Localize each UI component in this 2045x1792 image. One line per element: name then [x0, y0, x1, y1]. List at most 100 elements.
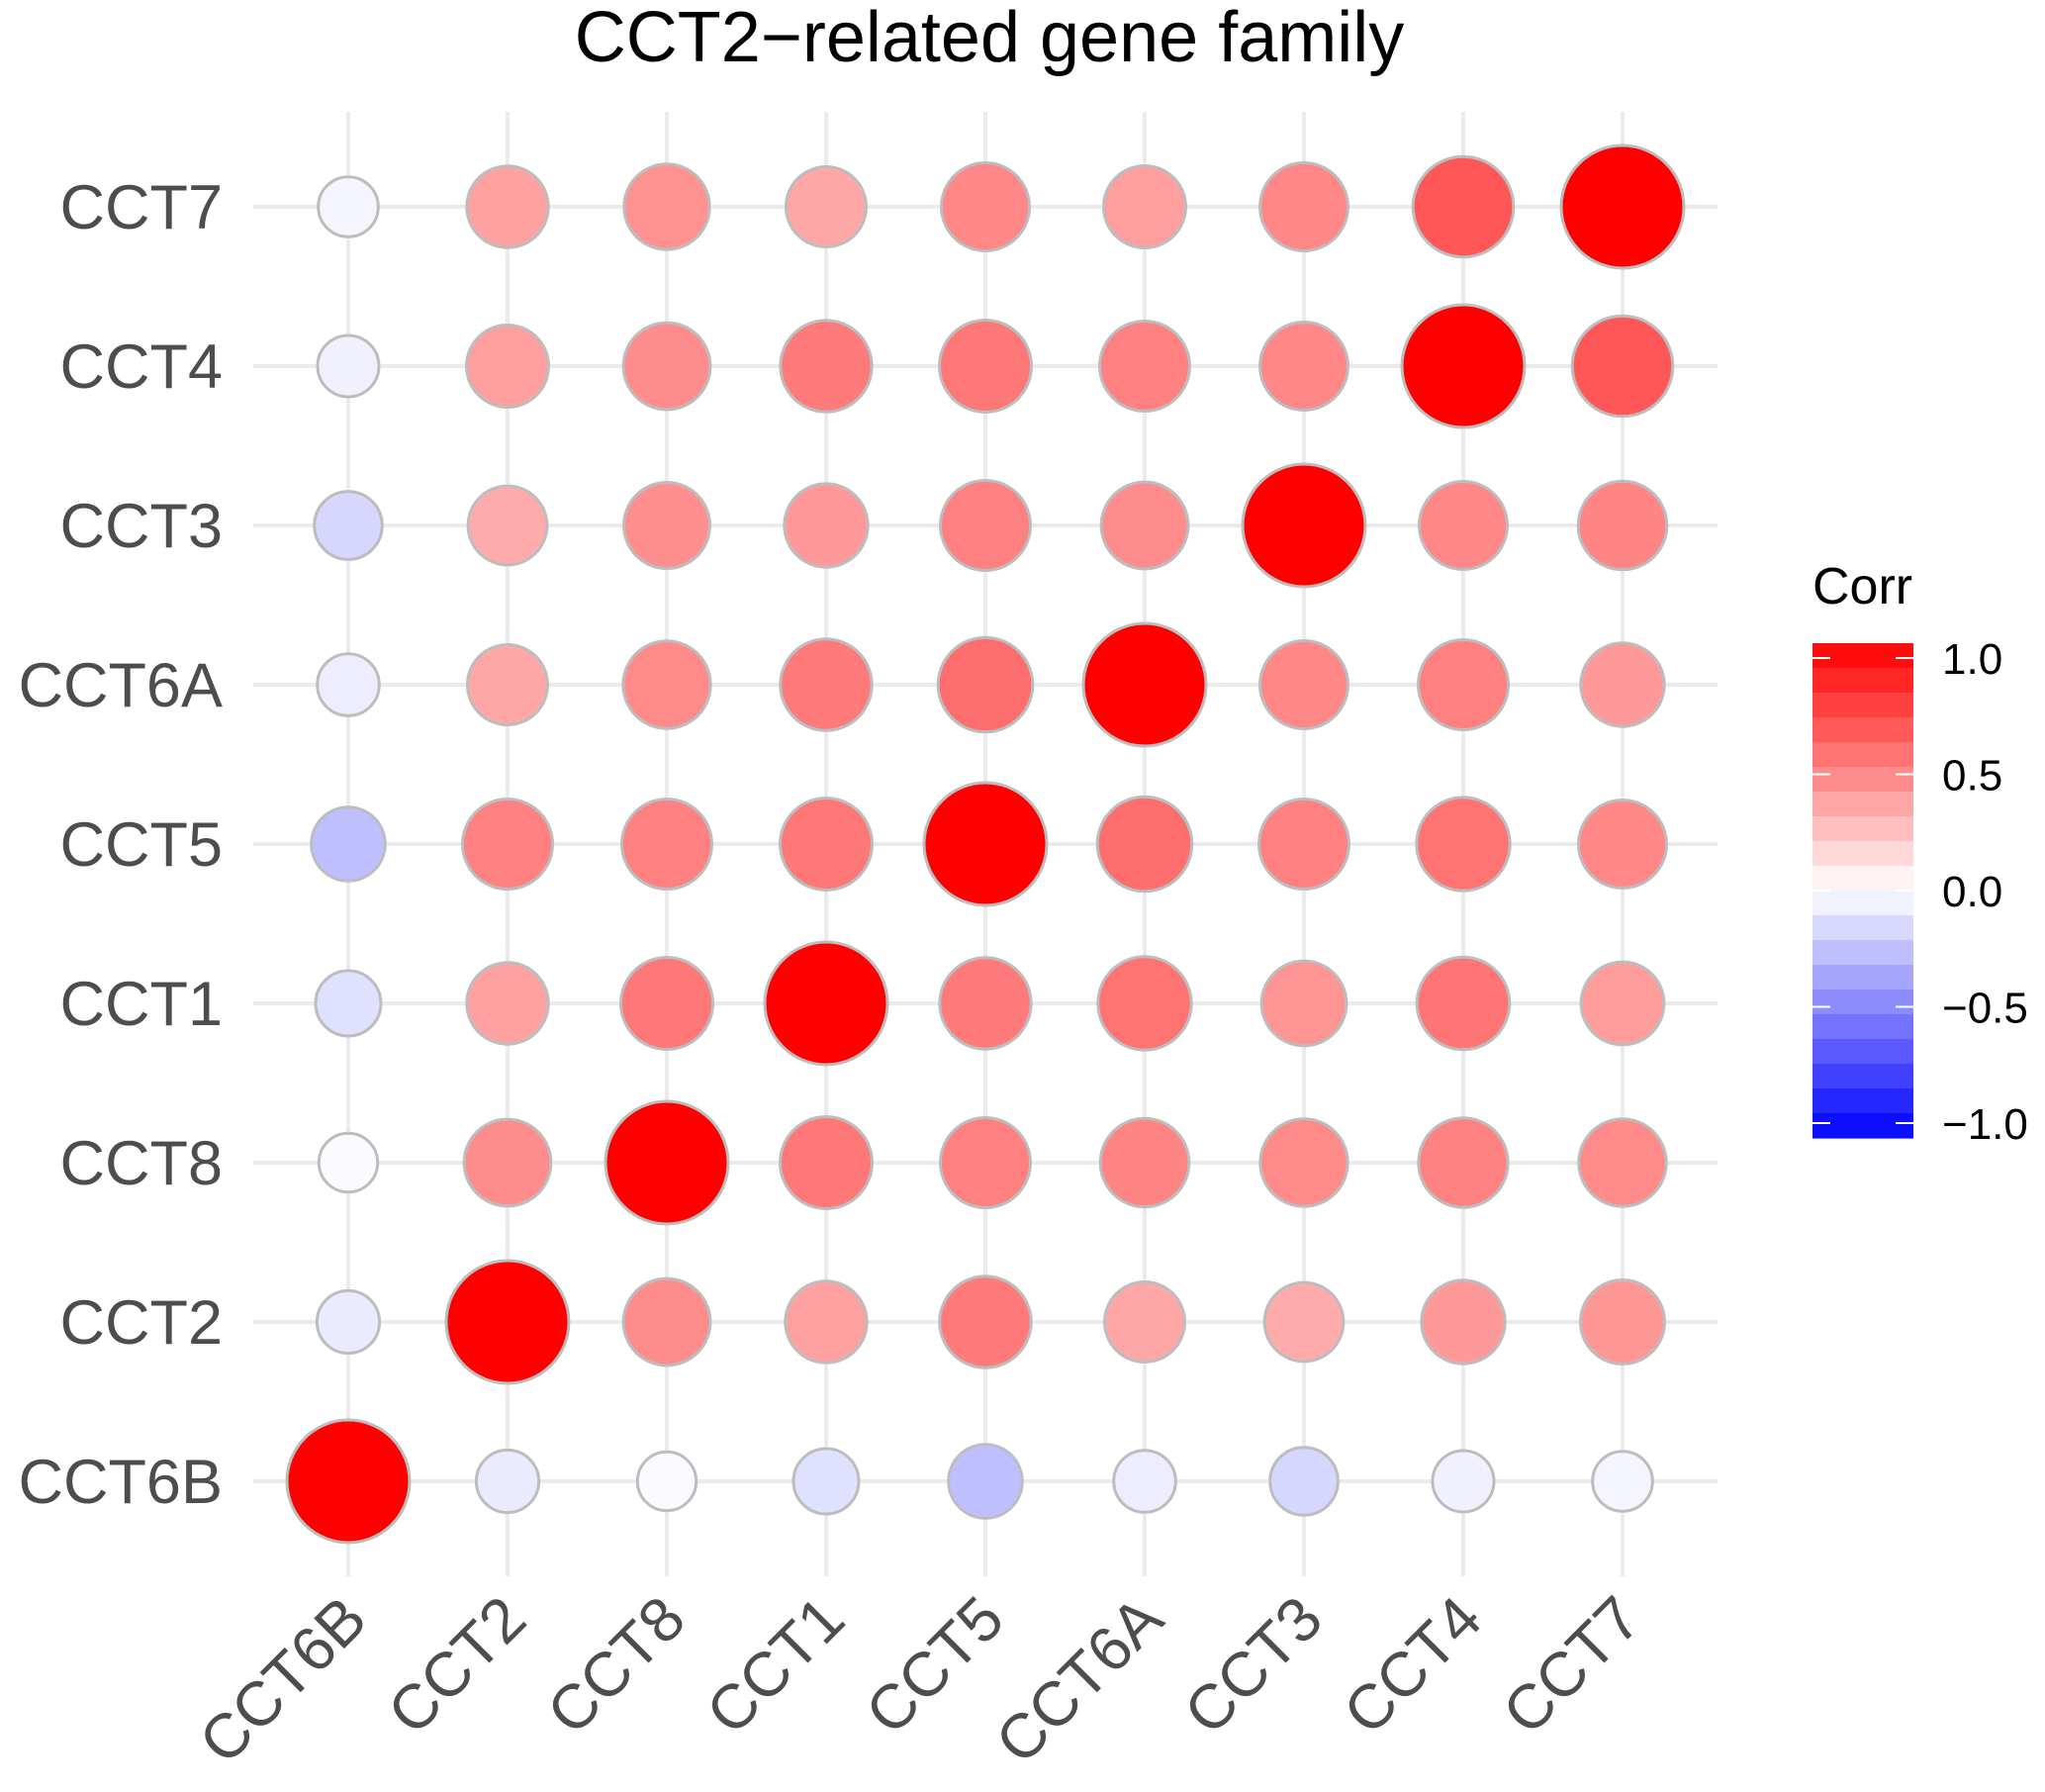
legend-color-step — [1813, 1039, 1913, 1065]
corr-circle-cct3-cct5 — [939, 479, 1032, 572]
x-tick-label: CCT3 — [1171, 1583, 1336, 1747]
corr-circle-cct8-cct8 — [604, 1099, 730, 1226]
legend-tick-labels: 1.0 0.5 0.0 −0.5 −1.0 — [1942, 635, 2028, 1149]
corr-circle-cct4-cct3 — [1258, 321, 1349, 412]
y-tick-label: CCT1 — [59, 970, 223, 1039]
x-tick-label: CCT6B — [186, 1583, 380, 1777]
corr-circle-cct6b-cct6b — [285, 1418, 412, 1545]
corr-circle-cct4-cct8 — [621, 321, 712, 412]
corr-circle-cct7-cct5 — [940, 161, 1031, 252]
corr-circle-cct3-cct6a — [1099, 480, 1190, 571]
corr-circle-cct6a-cct7 — [1579, 641, 1666, 728]
corr-circle-cct2-cct1 — [784, 1279, 869, 1365]
corr-circle-cct1-cct6a — [1096, 955, 1193, 1052]
corr-circle-cct4-cct6b — [316, 333, 381, 399]
corr-circle-cct5-cct3 — [1257, 798, 1350, 891]
corr-circle-cct4-cct6a — [1098, 320, 1191, 413]
legend-color-step — [1813, 1014, 1913, 1040]
legend-tick-label: −1.0 — [1942, 1100, 2028, 1149]
corr-circle-cct6a-cct8 — [621, 639, 712, 730]
corr-circle-cct6b-cct1 — [791, 1447, 861, 1516]
corr-circle-cct7-cct7 — [1559, 143, 1686, 270]
corr-circle-cct6a-cct3 — [1258, 639, 1349, 730]
corr-circle-cct2-cct7 — [1579, 1278, 1666, 1366]
legend-color-step — [1813, 891, 1913, 916]
corr-circle-cct2-cct6b — [315, 1288, 382, 1356]
corr-circle-cct7-cct2 — [465, 164, 550, 249]
corr-circle-cct2-cct2 — [444, 1259, 571, 1385]
corr-circle-cct8-cct6a — [1098, 1116, 1191, 1209]
corr-circle-cct1-cct6b — [314, 969, 383, 1038]
corr-circle-cct8-cct3 — [1258, 1117, 1349, 1208]
legend-color-step — [1813, 668, 1913, 694]
legend-title: Corr — [1813, 558, 1912, 615]
x-tick-label: CCT4 — [1331, 1583, 1495, 1747]
y-tick-label: CCT2 — [59, 1288, 223, 1358]
corr-circle-cct7-cct8 — [622, 162, 711, 251]
x-tick-label: CCT8 — [534, 1583, 698, 1747]
corr-circle-cct4-cct7 — [1570, 314, 1675, 419]
corr-circle-cct2-cct8 — [621, 1276, 712, 1368]
corr-circle-cct8-cct4 — [1417, 1116, 1510, 1209]
corr-circle-cct6b-cct3 — [1268, 1446, 1340, 1517]
corr-circle-cct1-cct2 — [465, 961, 550, 1046]
chart-title: CCT2−related gene family — [575, 0, 1404, 77]
corr-circle-cct3-cct1 — [783, 482, 870, 569]
legend-colorbar — [1813, 643, 1913, 1139]
correlation-circles — [285, 143, 1686, 1545]
corr-circle-cct7-cct4 — [1411, 154, 1516, 259]
corr-circle-cct5-cct4 — [1415, 796, 1512, 893]
x-tick-label: CCT7 — [1490, 1583, 1654, 1747]
legend-color-step — [1813, 965, 1913, 990]
x-tick-label: CCT2 — [375, 1583, 539, 1747]
corr-circle-cct8-cct6b — [317, 1131, 380, 1194]
corr-circle-cct7-cct1 — [785, 165, 868, 248]
corr-circle-cct5-cct8 — [620, 798, 713, 891]
y-tick-label: CCT8 — [59, 1129, 223, 1198]
legend-color-step — [1813, 1088, 1913, 1114]
corr-circle-cct1-cct1 — [763, 940, 889, 1067]
x-tick-label: CCT1 — [694, 1583, 858, 1747]
y-tick-label: CCT7 — [59, 173, 223, 242]
corr-circle-cct3-cct7 — [1576, 479, 1669, 572]
corr-circle-cct6a-cct2 — [466, 643, 549, 726]
corr-circle-cct6b-cct2 — [474, 1448, 541, 1515]
legend-color-step — [1813, 643, 1913, 669]
corr-circle-cct3-cct6b — [313, 490, 384, 561]
corr-circle-cct4-cct2 — [465, 324, 550, 409]
corr-circle-cct7-cct6b — [317, 175, 380, 238]
y-tick-label: CCT5 — [59, 810, 223, 880]
corr-circle-cct2-cct4 — [1420, 1278, 1507, 1366]
corr-circle-cct6a-cct6b — [316, 652, 381, 717]
corr-circle-cct1-cct4 — [1415, 955, 1512, 1052]
legend-color-step — [1813, 866, 1913, 892]
corr-circle-cct5-cct6a — [1095, 795, 1194, 894]
legend: Corr 1.0 0.5 0.0 −0.5 −1.0 — [1813, 558, 2028, 1149]
legend-color-step — [1813, 940, 1913, 966]
corr-circle-cct8-cct5 — [939, 1116, 1032, 1209]
corr-circle-cct2-cct5 — [938, 1274, 1033, 1369]
corr-circle-cct6a-cct6a — [1081, 621, 1208, 748]
corr-circle-cct5-cct7 — [1577, 799, 1668, 890]
legend-color-step — [1813, 717, 1913, 743]
corr-circle-cct6b-cct6a — [1112, 1449, 1177, 1514]
corr-circle-cct4-cct1 — [779, 319, 874, 414]
corr-circle-cct6a-cct4 — [1417, 638, 1510, 731]
legend-color-step — [1813, 742, 1913, 768]
corr-circle-cct1-cct8 — [619, 956, 714, 1051]
corr-circle-cct4-cct5 — [938, 319, 1033, 414]
corr-circle-cct6a-cct1 — [779, 637, 874, 732]
legend-color-step — [1813, 1113, 1913, 1139]
legend-tick-label: 0.0 — [1942, 868, 2002, 916]
x-tick-label: CCT6A — [982, 1583, 1176, 1777]
corr-circle-cct6b-cct7 — [1591, 1450, 1654, 1513]
corr-circle-cct6b-cct4 — [1431, 1449, 1496, 1514]
legend-color-step — [1813, 990, 1913, 1015]
corr-circle-cct5-cct2 — [461, 798, 554, 891]
legend-color-step — [1813, 792, 1913, 817]
corr-circle-cct7-cct6a — [1102, 164, 1187, 249]
corr-circle-cct3-cct4 — [1418, 480, 1509, 571]
corr-circle-cct6b-cct8 — [635, 1450, 698, 1513]
corr-circle-cct4-cct4 — [1400, 303, 1527, 429]
